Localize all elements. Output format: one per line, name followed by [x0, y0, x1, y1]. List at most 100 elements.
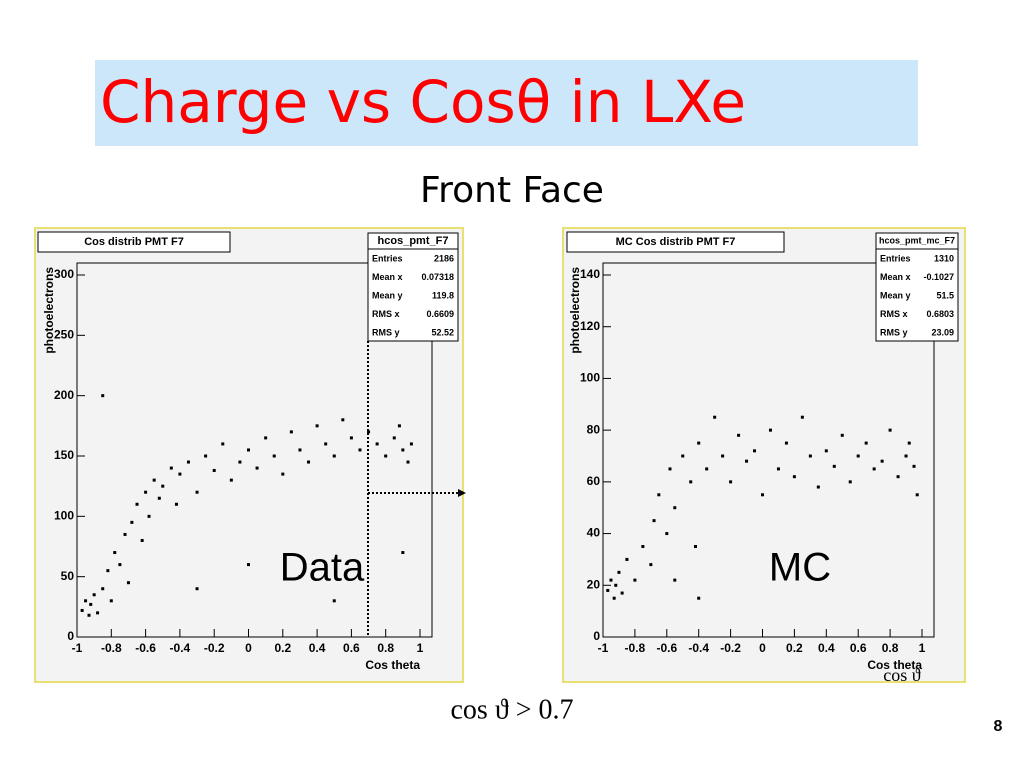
data-point	[729, 480, 733, 484]
stats-label: RMS x	[880, 309, 908, 319]
stats-label: Mean x	[880, 272, 911, 282]
data-point	[87, 613, 91, 617]
data-point	[384, 454, 388, 458]
stats-value: 51.5	[936, 290, 954, 300]
data-point	[247, 563, 250, 567]
y-tick-label: 150	[54, 448, 74, 462]
x-tick-label: -0.4	[170, 641, 191, 655]
data-point	[697, 596, 701, 600]
y-tick-label: 60	[587, 474, 601, 488]
y-tick-label: 300	[54, 267, 74, 281]
data-point	[614, 583, 618, 587]
data-point	[96, 611, 100, 615]
x-tick-label: 0.6	[850, 641, 867, 655]
x-tick-label: -0.2	[720, 641, 741, 655]
x-tick-label: -1	[72, 641, 83, 655]
title-box	[566, 231, 785, 253]
slide-title: Charge vs Cosθ in LXe	[100, 68, 746, 136]
data-point	[625, 557, 629, 561]
data-point	[186, 460, 190, 464]
data-point	[229, 478, 233, 482]
data-point	[152, 478, 156, 482]
data-point	[80, 608, 84, 612]
data-point	[694, 545, 698, 548]
cut-label: cos ϑ > 0.7	[451, 694, 574, 725]
data-point	[824, 449, 828, 453]
data-point	[169, 466, 173, 470]
y-tick-label: 100	[580, 371, 600, 385]
x-tick-label: 1	[417, 641, 424, 655]
chart-title: MC Cos distrib PMT F7	[616, 236, 736, 248]
data-point	[673, 578, 677, 582]
stats-box	[875, 232, 959, 342]
data-point	[135, 502, 139, 506]
data-point	[324, 442, 328, 446]
data-point	[888, 428, 892, 432]
y-tick-label: 140	[580, 267, 600, 281]
stats-label: RMS x	[372, 309, 400, 319]
data-point	[264, 436, 268, 440]
data-point	[367, 430, 371, 434]
y-tick-label: 0	[67, 629, 74, 643]
y-tick-label: 20	[587, 577, 601, 591]
data-point	[907, 441, 911, 445]
stats-value: 119.8	[432, 290, 454, 300]
data-point	[204, 454, 208, 458]
y-axis-label: photoelectrons	[568, 267, 582, 354]
x-tick-label: 0	[759, 641, 766, 655]
data-point	[832, 464, 836, 468]
x-tick-label: 0.2	[786, 641, 803, 655]
data-point	[792, 475, 796, 479]
data-point	[174, 502, 178, 506]
data-point	[255, 466, 259, 470]
data-point	[912, 464, 916, 468]
data-point	[652, 519, 656, 523]
data-point	[673, 506, 677, 510]
data-point	[307, 460, 311, 464]
y-tick-label: 0	[593, 629, 600, 643]
data-point	[109, 599, 113, 603]
stats-label: Entries	[880, 253, 911, 263]
x-tick-label: -0.6	[656, 641, 677, 655]
data-point	[848, 480, 852, 484]
data-point	[147, 514, 151, 518]
x-tick-label: 0.2	[274, 641, 291, 655]
stats-label: Mean x	[372, 272, 403, 282]
annotation: Data	[280, 546, 365, 590]
data-point	[375, 442, 379, 446]
x-tick-label: -0.2	[204, 641, 225, 655]
data-point	[247, 448, 250, 452]
annotation: MC	[769, 546, 831, 590]
data-point	[872, 467, 876, 471]
data-point	[665, 532, 669, 536]
data-point	[101, 394, 105, 398]
data-point	[281, 472, 285, 476]
data-point	[904, 454, 908, 458]
data-point	[401, 448, 405, 452]
x-tick-label: -0.6	[135, 641, 156, 655]
cut-arrow-head	[458, 489, 466, 497]
stats-value: 23.09	[931, 327, 954, 337]
stats-value: 0.6803	[926, 309, 954, 319]
x-tick-label: 0.8	[882, 641, 899, 655]
title-box	[37, 231, 231, 253]
data-point	[612, 596, 616, 600]
stats-value: 0.07318	[421, 272, 454, 282]
data-point	[178, 472, 182, 476]
data-point	[620, 591, 624, 595]
stats-value: 1310	[934, 253, 954, 263]
data-point	[609, 578, 613, 582]
chart-title: Cos distrib PMT F7	[84, 236, 184, 248]
data-point	[221, 442, 225, 446]
data-point	[126, 581, 130, 585]
stats-box	[367, 232, 459, 342]
data-point	[332, 454, 336, 458]
data-point	[349, 436, 353, 440]
data-point	[840, 433, 844, 437]
data-point	[808, 454, 812, 458]
stats-label: Mean y	[880, 290, 911, 300]
data-point	[915, 493, 919, 497]
data-point	[298, 575, 302, 579]
y-tick-label: 80	[587, 422, 601, 436]
data-point	[195, 490, 199, 494]
